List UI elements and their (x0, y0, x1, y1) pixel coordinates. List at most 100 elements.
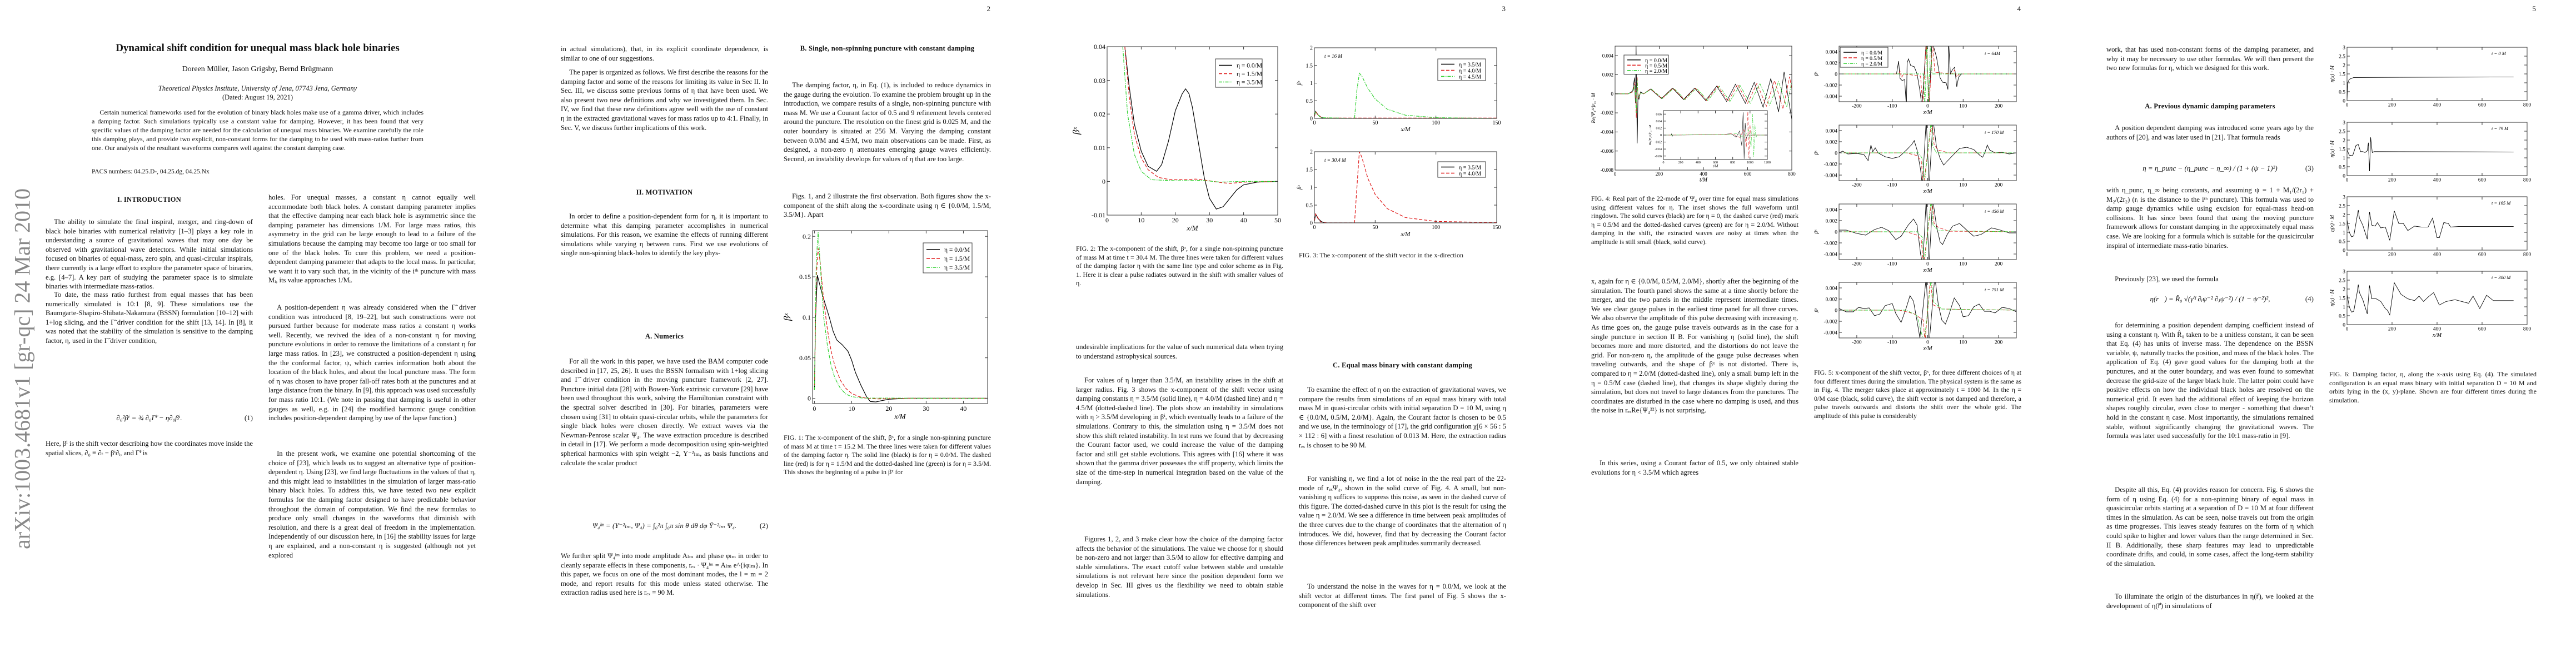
y-tick-label: 1.5 (1306, 63, 1313, 69)
x-tick-label: 600 (1744, 171, 1752, 177)
figure-2: 0 10 20 30 40 50-0.0100.010.020.030.04βˣx/Mη … (1071, 43, 1281, 232)
time-annotation: t = 64M (1985, 51, 2001, 56)
paragraph: x, again for η ∈ {0.0/M, 0.5/M, 2.0/M}, … (1591, 277, 1798, 415)
y-tick-label: 2.5 (2339, 278, 2345, 283)
y-tick-label: 1 (1310, 81, 1313, 87)
y-tick-label: 0.03 (1094, 77, 1105, 84)
x-tick-label: 100 (1432, 120, 1440, 126)
y-tick-label: 2 (2343, 138, 2345, 143)
y-axis-label: βˣ (1297, 80, 1303, 86)
x-axis-label: t/M (1700, 177, 1708, 183)
equation-number: (3) (2305, 164, 2314, 172)
x-tick-label: 600 (1713, 161, 1718, 165)
legend-label: η = 4.0/M (1459, 171, 1481, 177)
figure-1: 0 10 20 30 40 0 0.05 0.1 0.15 0.2 βˣ x/M η = 0.0/M η … (782, 230, 988, 421)
y-tick-label: 0.5 (2339, 239, 2345, 245)
y-tick-label: 1.5 (2339, 221, 2345, 227)
y-tick-label: 0 (2343, 173, 2345, 179)
paragraph: The ability to simulate the final inspir… (46, 218, 253, 291)
y-tick-label: -0.006 (1601, 148, 1614, 154)
y-tick-label: 2.5 (2339, 54, 2345, 59)
legend-label: η = 0.0/M (944, 247, 970, 253)
paragraph: To examine the effect of η on the extrac… (1299, 386, 1506, 449)
y-tick-label: 0 (1611, 91, 1614, 97)
series-line (1663, 112, 1767, 159)
authors: Doreen Müller, Jason Grigsby, Bernd Brüg… (182, 65, 333, 73)
equation-4: η(r⃗) = R̂₀ √(γ̃ⁱʲ ∂ᵢψ⁻² ∂ⱼψ⁻²) / (1 − ψ… (2106, 295, 2314, 303)
y-axis-label: η(x) · M (2329, 140, 2335, 157)
series-line (2347, 210, 2514, 241)
y-tick-label: 0 (1835, 72, 1837, 77)
x-tick-label: 200 (2388, 103, 2396, 108)
equation-body: Ψ₄ˡᵐ = (Y⁻²ₗₘ, Ψ₄) = ∫₀²π ∫₀π sin θ dθ d… (592, 521, 737, 530)
x-tick-label: -100 (1887, 183, 1897, 188)
x-tick-label: 800 (1730, 161, 1735, 165)
page-1: Dynamical shift condition for unequal ma… (0, 0, 515, 667)
x-tick-label: 150 (1493, 120, 1501, 126)
paragraph: A position dependent damping was introdu… (2106, 124, 2314, 141)
series-line (2347, 137, 2514, 172)
series-line (1314, 213, 1497, 223)
legend-label: η = 2.0/M (1861, 62, 1883, 67)
y-tick-label: 0.2 (803, 232, 811, 240)
x-tick-label: 600 (2478, 327, 2487, 332)
x-tick-label: 50 (1274, 216, 1281, 224)
y-tick-label: 0.05 (799, 354, 811, 362)
y-tick-label: 0.002 (1602, 72, 1613, 78)
subsection-heading: A. Previous dynamic damping parameters (2145, 102, 2275, 110)
paragraph: The damping factor, η, in Eq. (1), is in… (784, 81, 991, 163)
y-tick-label: 0.002 (1826, 218, 1838, 224)
y-tick-label: 3 (2343, 269, 2345, 275)
paragraph: Here, βⁱ is the shift vector describing … (46, 440, 253, 457)
x-tick-label: 0 (1313, 120, 1316, 126)
pacs-numbers: PACS numbers: 04.25.D-, 04.25.dg, 04.25.… (92, 168, 210, 175)
paragraph: To understand the noise in the waves for… (1299, 583, 1506, 609)
y-tick-label: 2 (2343, 63, 2345, 68)
x-axis-label: x/M (1186, 224, 1198, 232)
y-tick-label: 3 (2343, 120, 2345, 126)
paragraph: work, that has used non-constant forms o… (2106, 46, 2314, 72)
page-number: 4 (2017, 4, 2021, 13)
y-tick-label: -0.06 (1655, 155, 1662, 158)
y-tick-label: 0.002 (1826, 140, 1838, 145)
paragraph: For values of η larger than 3.5/M, an in… (1076, 376, 1283, 486)
y-tick-label: 1.5 (2339, 296, 2345, 301)
legend-label: η = 4.5/M (1459, 74, 1481, 81)
y-axis-label: η(x) · M (2329, 215, 2335, 232)
section-heading: II. MOTIVATION (636, 188, 693, 196)
x-tick-label: 200 (1995, 262, 2003, 267)
figure-4-inset: 0 200 400 600 800 1000 1200 -0.06 -0.04 -0.02 0 0.0… (1649, 110, 1771, 168)
series-line (2347, 282, 2514, 316)
time-annotation: t = 0 M (2492, 51, 2507, 56)
x-tick-label: 50 (1372, 120, 1378, 126)
x-tick-label: 100 (1959, 262, 1967, 267)
y-tick-label: 0.002 (1826, 297, 1838, 302)
legend-label: η = 0.5/M (1861, 56, 1883, 62)
y-tick-label: 1 (1310, 185, 1313, 191)
x-tick-label: 200 (1995, 104, 2003, 109)
equation-number: (4) (2305, 295, 2314, 303)
y-tick-label: -0.002 (1823, 319, 1837, 325)
equation-body: η = η_punc − (η_punc − η_∞) / (1 + (ψ − … (2142, 164, 2278, 172)
y-tick-label: -0.002 (1601, 110, 1613, 116)
legend (1437, 161, 1486, 178)
x-tick-label: 600 (2478, 252, 2487, 258)
equation-2: Ψ₄ˡᵐ = (Y⁻²ₗₘ, Ψ₄) = ∫₀²π ∫₀π sin θ dθ d… (561, 521, 768, 530)
x-tick-label: 0 (1926, 340, 1929, 346)
y-axis-label: Re{Ψ₄²²}rₑₓ · M (1649, 125, 1652, 146)
y-tick-label: -0.004 (1823, 94, 1837, 99)
x-tick-label: 30 (923, 405, 929, 412)
y-tick-label: -0.002 (1823, 241, 1837, 246)
x-axis-label: x/M (1400, 231, 1411, 237)
x-tick-label: 1200 (1764, 161, 1771, 165)
series-line (814, 275, 988, 402)
page-number: 5 (2532, 4, 2537, 13)
paragraph: To date, the mass ratio furthest from eq… (46, 291, 253, 345)
y-axis-label: βˣ (1071, 127, 1082, 135)
time-annotation: t = 165 M (2492, 200, 2511, 206)
time-annotation: t = 79 M (2492, 126, 2509, 131)
series-line (1314, 72, 1497, 118)
y-tick-label: 0.02 (1656, 127, 1662, 131)
y-tick-label: 0 (1835, 230, 1837, 235)
